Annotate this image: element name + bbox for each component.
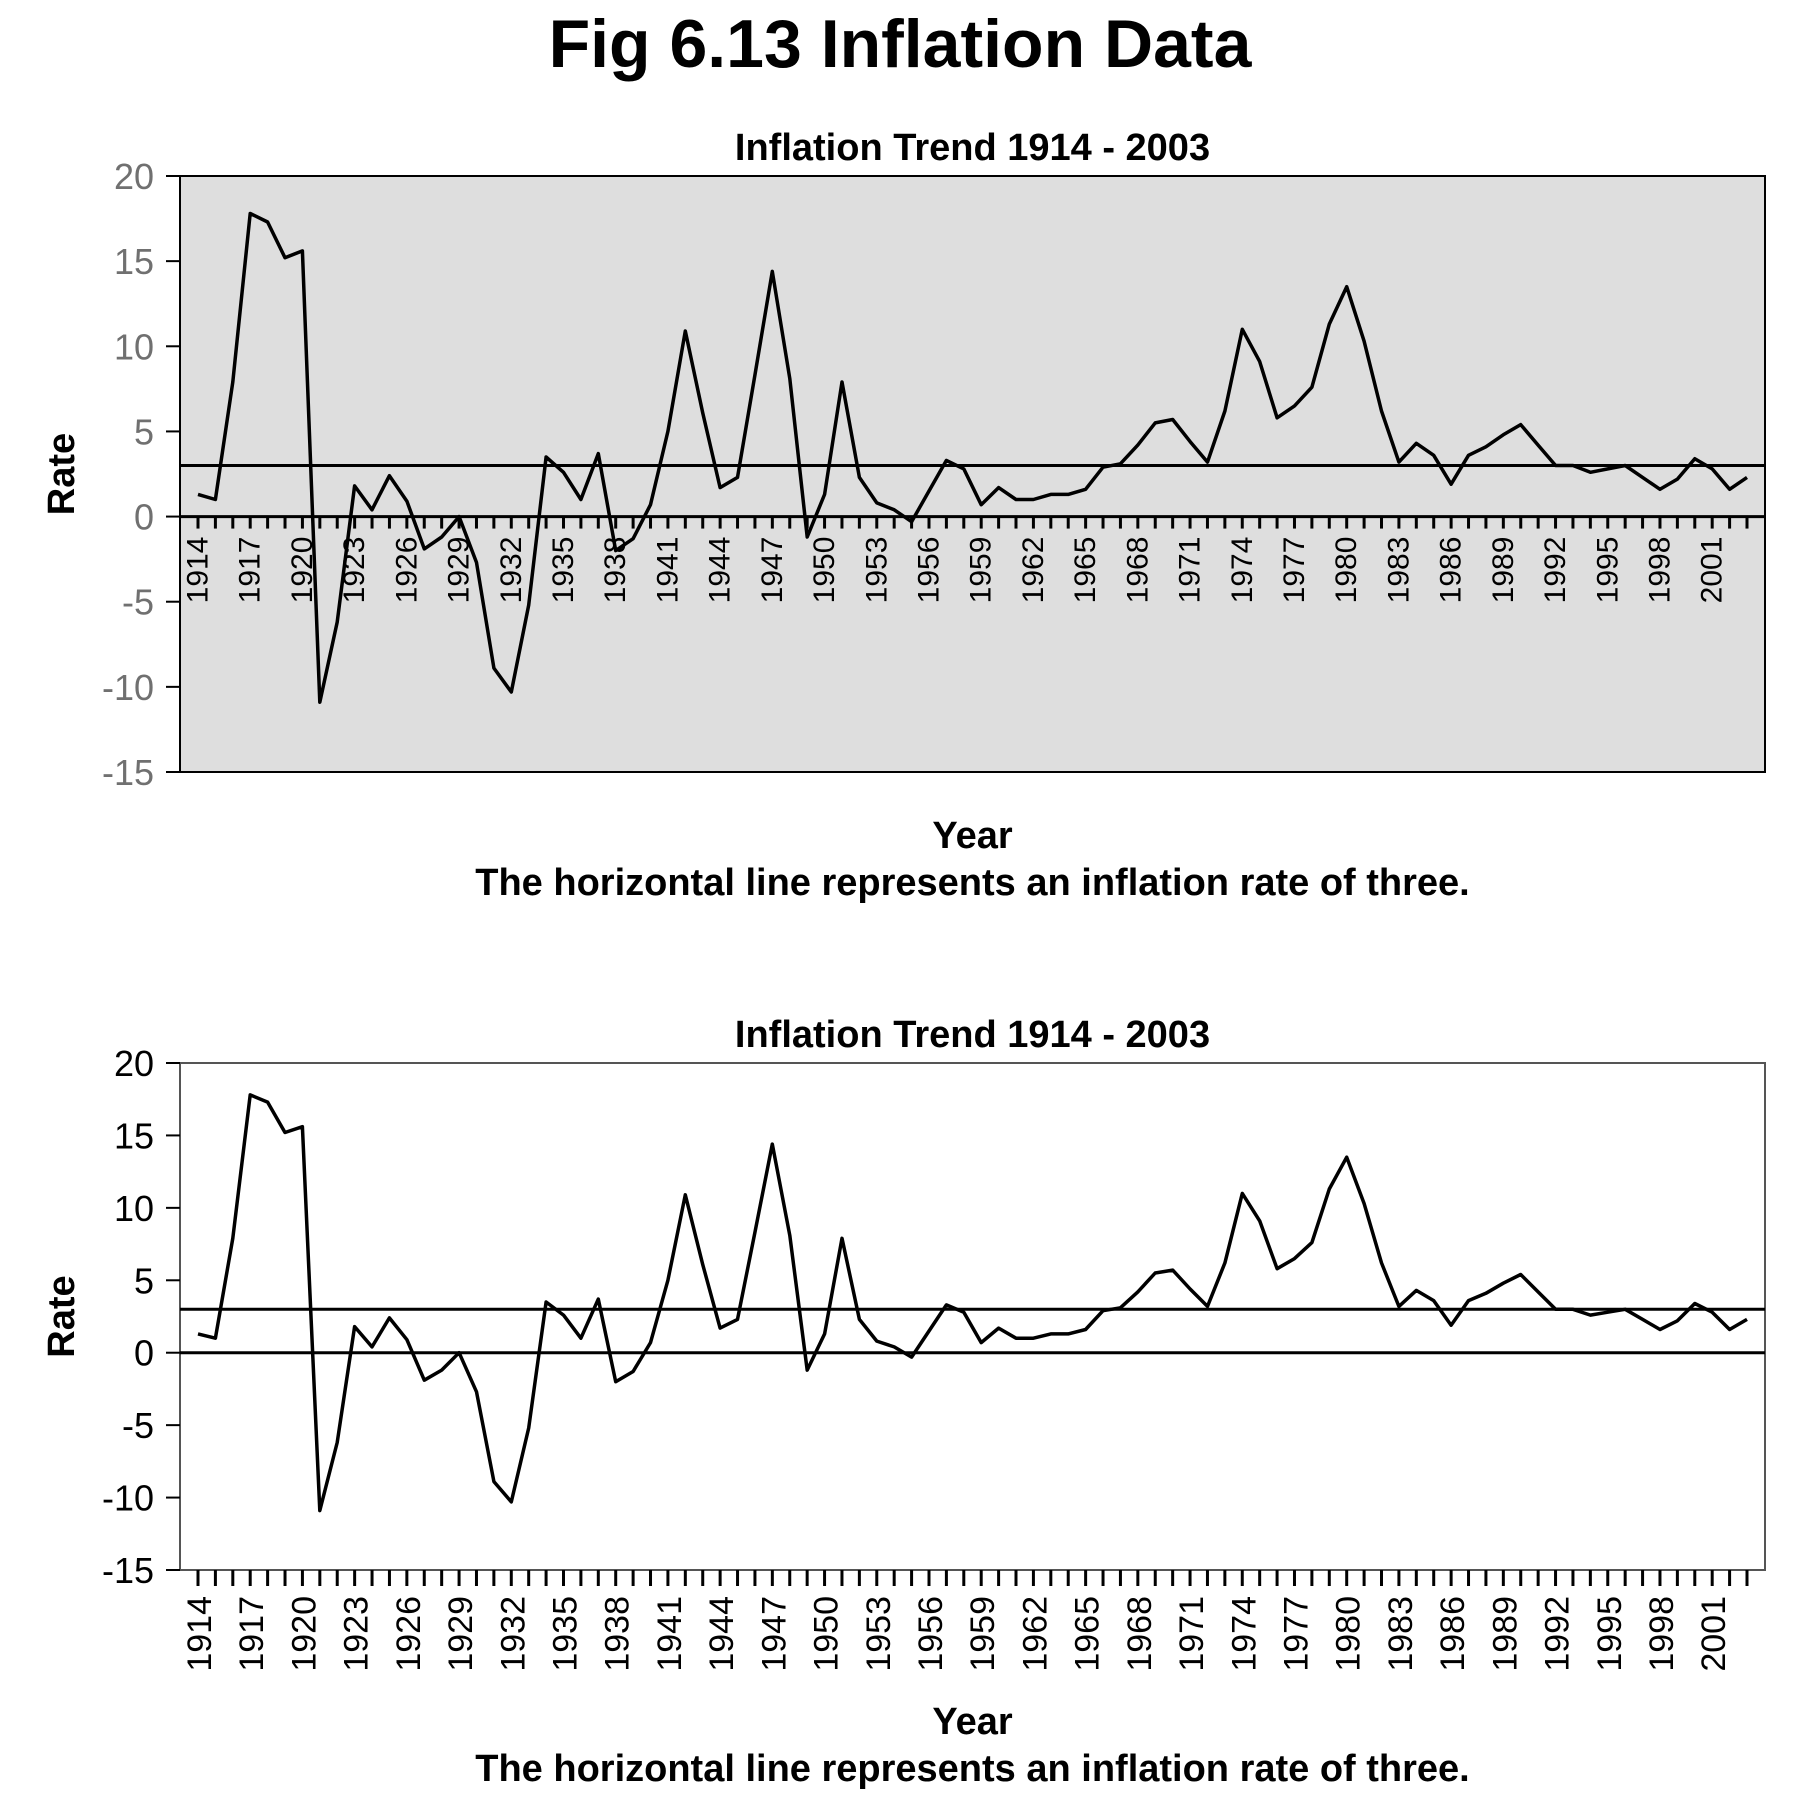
y-tick-label: -5 — [122, 1405, 154, 1446]
x-tick-label: 1977 — [1277, 1596, 1315, 1672]
x-tick-label: 1953 — [860, 1596, 898, 1672]
x-tick-label: 1977 — [1278, 537, 1311, 604]
x-tick-label: 1974 — [1225, 1596, 1263, 1672]
x-tick-label: 1926 — [390, 537, 423, 604]
y-tick-label: -10 — [102, 1478, 154, 1519]
x-tick-label: 1941 — [651, 537, 684, 604]
y-tick-label: 10 — [114, 1188, 154, 1229]
x-tick-label: 1983 — [1382, 537, 1415, 604]
x-tick-label: 1959 — [964, 1596, 1002, 1672]
x-tick-label: 1929 — [442, 1596, 480, 1672]
x-tick-label: 1986 — [1434, 1596, 1472, 1672]
x-tick-label: 1965 — [1069, 537, 1102, 604]
x-tick-label: 2001 — [1695, 1596, 1733, 1672]
x-tick-label: 1932 — [494, 1596, 532, 1672]
x-tick-label: 1962 — [1016, 1596, 1054, 1672]
plot-area — [179, 175, 1766, 773]
x-tick-label: 1935 — [546, 1596, 584, 1672]
chart-panel-top: Inflation Trend 1914 - 2003 -15 -10 -5 0 5 10 1… — [41, 127, 1766, 904]
x-tick-label: 1947 — [755, 1596, 793, 1672]
x-tick-label: 1917 — [234, 537, 267, 604]
x-tick-label: 1980 — [1330, 1596, 1368, 1672]
x-tick-label: 1995 — [1591, 1596, 1629, 1672]
x-tick-label: 1974 — [1226, 537, 1259, 604]
x-tick-label: 1992 — [1539, 1596, 1577, 1672]
y-tick-label: 5 — [134, 1260, 154, 1301]
y-tick-label: -10 — [102, 667, 154, 708]
y-tick-label: 5 — [134, 411, 154, 452]
y-tick-label: 10 — [114, 326, 154, 367]
x-tick-label: 1944 — [704, 537, 737, 604]
y-tick-label: 15 — [114, 1115, 154, 1156]
x-tick-label: 1947 — [756, 537, 789, 604]
y-tick-label: 0 — [134, 1333, 154, 1374]
x-tick-label: 1998 — [1643, 1596, 1681, 1672]
chart-title: Inflation Trend 1914 - 2003 — [735, 1014, 1210, 1056]
x-tick-label: 1950 — [808, 1596, 846, 1672]
series-line — [197, 1093, 1748, 1513]
x-tick-label: 1962 — [1017, 537, 1050, 604]
x-tick-label: 1956 — [912, 1596, 950, 1672]
x-axis-label: Year — [932, 815, 1013, 857]
chart-title: Inflation Trend 1914 - 2003 — [735, 127, 1210, 169]
x-tick-label: 1914 — [181, 1596, 219, 1672]
x-tick-label: 1965 — [1069, 1596, 1107, 1672]
x-tick-label: 1932 — [495, 537, 528, 604]
x-tick-label: 1926 — [390, 1596, 428, 1672]
x-tick-label: 1941 — [651, 1596, 689, 1672]
y-tick-label: -5 — [122, 582, 154, 623]
x-tick-label: 1935 — [547, 537, 580, 604]
x-tick-label: 1968 — [1121, 537, 1154, 604]
x-tick-label: 1989 — [1487, 537, 1520, 604]
x-tick-label: 1914 — [182, 537, 215, 604]
x-tick-label: 1968 — [1121, 1596, 1159, 1672]
chart-caption: The horizontal line represents an inflat… — [475, 862, 1470, 904]
x-tick-label: 1986 — [1435, 537, 1468, 604]
x-tick-label: 1983 — [1382, 1596, 1420, 1672]
series-line — [197, 211, 1748, 704]
y-tick-label: -15 — [102, 752, 154, 793]
x-tick-label: 1998 — [1643, 537, 1676, 604]
plot-area — [179, 1062, 1766, 1571]
x-tick-label: 1995 — [1591, 537, 1624, 604]
x-tick-label: 1950 — [808, 537, 841, 604]
x-tick-label: 1971 — [1174, 537, 1207, 604]
y-tick-label: 20 — [114, 156, 154, 197]
x-tick-label: 1920 — [285, 1596, 323, 1672]
y-tick-label: 0 — [134, 497, 154, 538]
y-tick-label: 15 — [114, 241, 154, 282]
x-tick-label: 1959 — [965, 537, 998, 604]
x-tick-label: 1938 — [599, 1596, 637, 1672]
chart-panel-bottom: Inflation Trend 1914 - 2003 -15 -10 -5 0 5 10 1… — [41, 1014, 1766, 1790]
x-tick-label: 1944 — [703, 1596, 741, 1672]
x-tick-label: 1923 — [338, 1596, 376, 1672]
x-tick-label: 2001 — [1696, 537, 1729, 604]
chart-caption: The horizontal line represents an inflat… — [475, 1748, 1470, 1790]
x-tick-label: 1989 — [1486, 1596, 1524, 1672]
x-tick-label: 1917 — [233, 1596, 271, 1672]
y-axis-label: Rate — [41, 1275, 83, 1357]
x-tick-label: 1971 — [1173, 1596, 1211, 1672]
y-tick-label: 20 — [114, 1043, 154, 1084]
x-tick-label: 1953 — [860, 537, 893, 604]
x-tick-label: 1992 — [1539, 537, 1572, 604]
x-tick-label: 1956 — [912, 537, 945, 604]
x-tick-label: 1980 — [1330, 537, 1363, 604]
figure-title: Fig 6.13 Inflation Data — [548, 6, 1252, 82]
y-axis-label: Rate — [41, 433, 83, 515]
x-axis-label: Year — [932, 1701, 1013, 1743]
y-tick-label: -15 — [102, 1550, 154, 1591]
